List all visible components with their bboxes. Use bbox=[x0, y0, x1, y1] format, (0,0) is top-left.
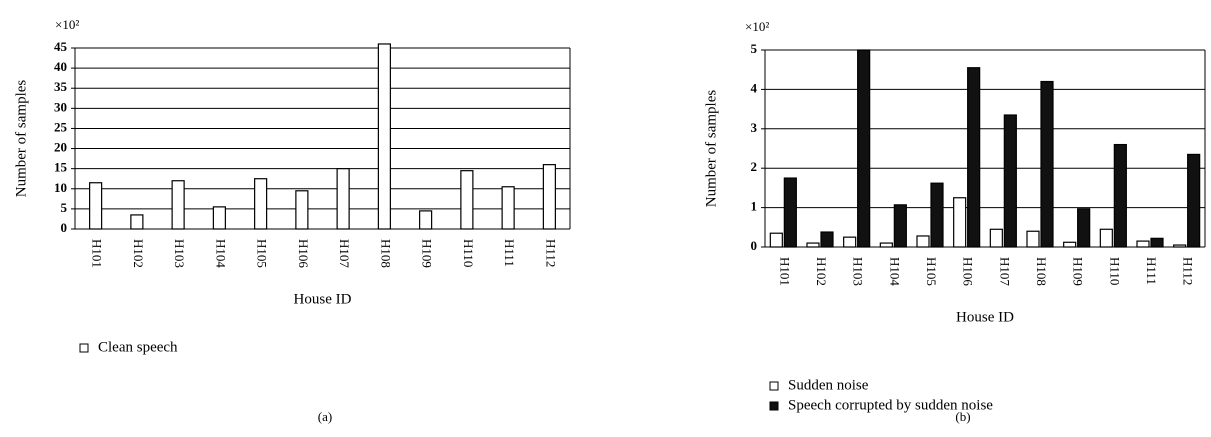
y-tick-label: 30 bbox=[54, 99, 67, 114]
bar bbox=[843, 236, 857, 248]
y-tick-label: 20 bbox=[54, 140, 67, 155]
bar bbox=[1099, 228, 1113, 248]
x-tick-label: H105 bbox=[255, 239, 270, 268]
bar bbox=[820, 231, 834, 248]
x-tick-label: H101 bbox=[90, 239, 105, 268]
x-tick-label: H101 bbox=[777, 257, 792, 286]
x-axis-label: House ID bbox=[294, 291, 352, 307]
bar bbox=[1136, 240, 1150, 248]
y-tick-label: 4 bbox=[751, 80, 758, 95]
x-tick-label: H111 bbox=[1144, 257, 1159, 285]
x-tick-label: H104 bbox=[213, 239, 228, 268]
bar bbox=[501, 186, 515, 230]
legend-label: Clean speech bbox=[98, 339, 178, 355]
bar bbox=[1040, 80, 1054, 248]
x-tick-label: H109 bbox=[1071, 257, 1086, 286]
caption: (b) bbox=[955, 409, 970, 424]
bar bbox=[89, 182, 103, 230]
y-tick-label: 1 bbox=[751, 199, 758, 214]
x-tick-label: H107 bbox=[997, 257, 1012, 286]
x-tick-label: H103 bbox=[851, 257, 866, 286]
y-tick-label: 5 bbox=[61, 200, 68, 215]
y-tick-label: 0 bbox=[751, 238, 758, 253]
x-tick-label: H111 bbox=[502, 239, 517, 267]
x-tick-label: H106 bbox=[961, 257, 976, 286]
bar bbox=[930, 182, 944, 248]
x-tick-label: H110 bbox=[461, 239, 476, 267]
x-tick-label: H106 bbox=[296, 239, 311, 268]
bar bbox=[967, 67, 981, 248]
y-scale-label: ×10² bbox=[745, 19, 769, 34]
x-tick-label: H102 bbox=[131, 239, 146, 268]
bar bbox=[336, 168, 350, 230]
x-tick-label: H112 bbox=[543, 239, 558, 267]
y-tick-label: 15 bbox=[54, 160, 68, 175]
y-tick-label: 2 bbox=[751, 159, 758, 174]
x-tick-label: H110 bbox=[1107, 257, 1122, 285]
bar bbox=[916, 235, 930, 248]
y-tick-label: 10 bbox=[54, 180, 67, 195]
legend-label: Speech corrupted by sudden noise bbox=[788, 397, 993, 413]
bar bbox=[857, 49, 871, 248]
legend-label: Sudden noise bbox=[788, 377, 869, 393]
bar bbox=[460, 170, 474, 230]
legend-swatch bbox=[79, 343, 89, 353]
bar bbox=[783, 177, 797, 248]
x-tick-label: H102 bbox=[814, 257, 829, 286]
bar bbox=[254, 178, 268, 230]
y-axis-label: Number of samples bbox=[703, 90, 719, 208]
legend-swatch bbox=[769, 401, 779, 411]
y-axis-label: Number of samples bbox=[13, 80, 29, 198]
x-axis-label: House ID bbox=[956, 309, 1014, 325]
x-tick-label: H112 bbox=[1181, 257, 1196, 285]
bar bbox=[542, 164, 556, 230]
bar bbox=[953, 197, 967, 248]
x-tick-label: H104 bbox=[887, 257, 902, 286]
y-tick-label: 5 bbox=[751, 41, 758, 56]
bar bbox=[171, 180, 185, 230]
x-tick-label: H103 bbox=[172, 239, 187, 268]
y-tick-label: 0 bbox=[61, 220, 68, 235]
x-tick-label: H109 bbox=[420, 239, 435, 268]
bar bbox=[377, 43, 391, 230]
bar bbox=[806, 242, 820, 248]
bar bbox=[130, 214, 144, 230]
bar bbox=[769, 232, 783, 248]
bar bbox=[989, 228, 1003, 248]
bar bbox=[1150, 237, 1164, 248]
bar bbox=[1026, 230, 1040, 248]
bar bbox=[419, 210, 433, 230]
x-tick-label: H108 bbox=[1034, 257, 1049, 286]
x-tick-label: H105 bbox=[924, 257, 939, 286]
y-tick-label: 45 bbox=[54, 39, 68, 54]
bar bbox=[295, 190, 309, 230]
y-tick-label: 40 bbox=[54, 59, 67, 74]
y-tick-label: 3 bbox=[751, 120, 758, 135]
bar bbox=[1063, 241, 1077, 248]
bar bbox=[1113, 143, 1127, 248]
caption: (a) bbox=[318, 409, 332, 424]
y-tick-label: 25 bbox=[54, 119, 68, 134]
bar bbox=[212, 206, 226, 230]
y-tick-label: 35 bbox=[54, 79, 68, 94]
bar bbox=[1173, 244, 1187, 248]
legend-swatch bbox=[769, 381, 779, 391]
y-scale-label: ×10² bbox=[55, 17, 79, 32]
x-tick-label: H107 bbox=[337, 239, 352, 268]
bar bbox=[1187, 153, 1201, 248]
x-tick-label: H108 bbox=[378, 239, 393, 268]
bar bbox=[1077, 208, 1091, 248]
bar bbox=[893, 204, 907, 248]
bar bbox=[879, 242, 893, 248]
bar bbox=[1003, 114, 1017, 248]
